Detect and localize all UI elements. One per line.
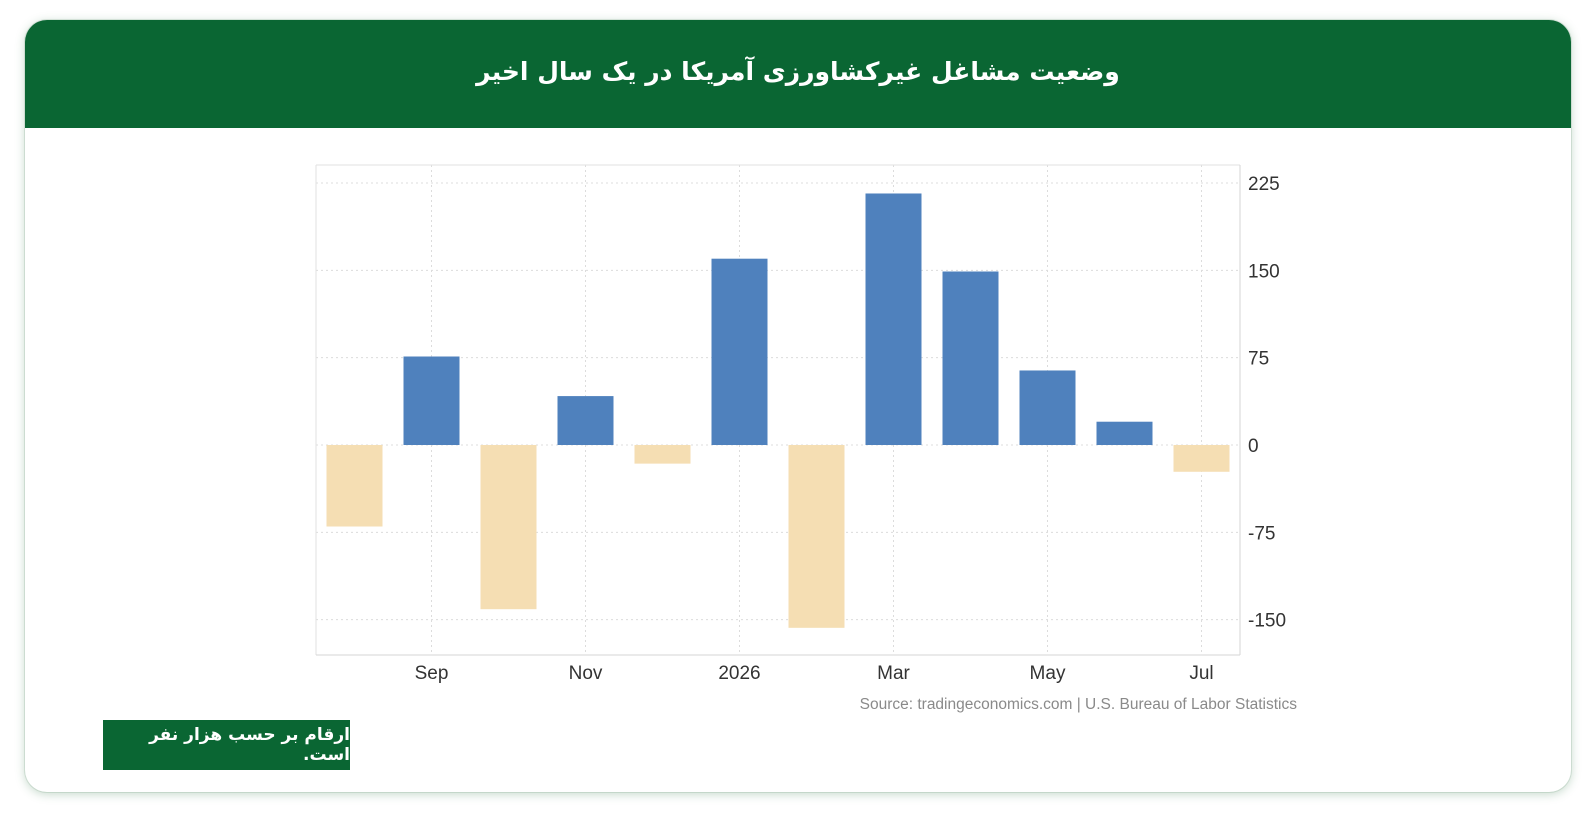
unit-note: ارقام بر حسب هزار نفر است. xyxy=(103,720,350,770)
chart-title: وضعیت مشاغل غیرکشاورزی آمریکا در یک سال … xyxy=(476,56,1120,86)
bar-jul xyxy=(1173,445,1230,472)
bar-aug xyxy=(326,445,383,527)
x-tick-label: Sep xyxy=(415,663,449,684)
y-tick-label: 0 xyxy=(1248,436,1259,457)
x-tick-label: 2026 xyxy=(718,663,760,684)
bar-dec xyxy=(634,445,691,464)
card-header: وضعیت مشاغل غیرکشاورزی آمریکا در یک سال … xyxy=(25,20,1571,128)
x-tick-label: May xyxy=(1030,663,1066,684)
x-tick-label: Jul xyxy=(1189,663,1213,684)
chart-card: وضعیت مشاغل غیرکشاورزی آمریکا در یک سال … xyxy=(25,20,1571,792)
y-tick-label: 150 xyxy=(1248,261,1280,282)
bar-may xyxy=(1019,370,1076,445)
bar-mar xyxy=(865,193,922,445)
x-tick-label: Mar xyxy=(877,663,910,684)
bar-2026 xyxy=(711,258,768,445)
x-axis-labels: Sep Nov 2026 Mar May Jul xyxy=(415,663,1214,684)
y-tick-label: 75 xyxy=(1248,349,1269,370)
bar-nov xyxy=(557,396,614,445)
bar-apr xyxy=(942,271,999,445)
axes xyxy=(315,164,1241,656)
bar-sep xyxy=(403,356,460,445)
bars xyxy=(326,193,1230,628)
x-tick-label: Nov xyxy=(569,663,603,684)
y-tick-label: -150 xyxy=(1248,611,1286,632)
y-axis-labels: 225 150 75 0 -75 -150 xyxy=(1248,174,1286,632)
y-tick-label: -75 xyxy=(1248,523,1275,544)
unit-note-text: ارقام بر حسب هزار نفر است. xyxy=(149,725,350,765)
source-label: Source: tradingeconomics.com | U.S. Bure… xyxy=(860,696,1298,713)
y-tick-label: 225 xyxy=(1248,174,1280,195)
bar-oct xyxy=(480,445,537,610)
bar-feb xyxy=(788,445,845,628)
bar-jun xyxy=(1096,421,1153,445)
